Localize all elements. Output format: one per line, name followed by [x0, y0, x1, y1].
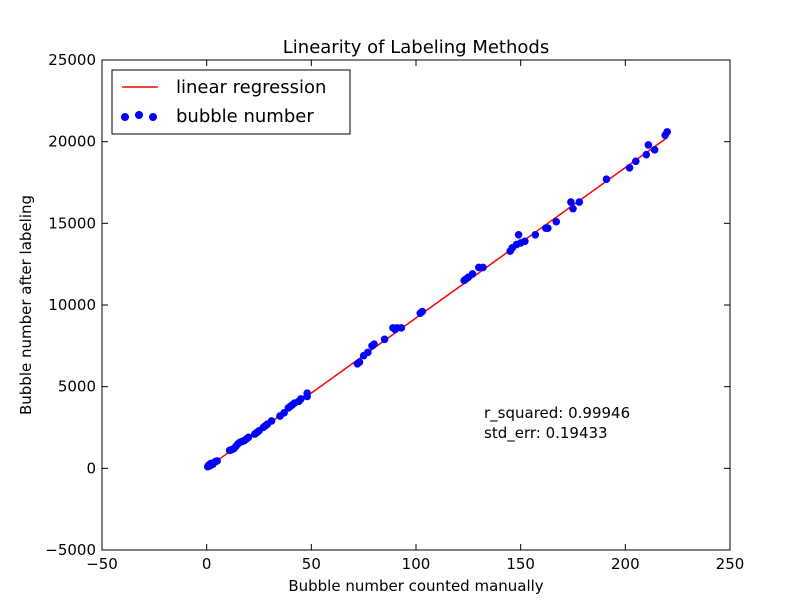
bubble-point	[521, 237, 529, 246]
legend-label-bubble: bubble number	[176, 106, 314, 127]
y-tick-label: −5000	[45, 541, 96, 559]
bubble-point	[567, 198, 575, 206]
bubble-number-points	[203, 128, 671, 471]
x-tick-label: 100	[402, 555, 431, 573]
x-tick-label: 200	[611, 555, 640, 573]
bubble-point	[468, 270, 477, 278]
y-tick-label: 5000	[58, 378, 96, 396]
bubble-point	[479, 263, 487, 272]
bubble-point	[364, 348, 372, 357]
bubble-point	[244, 433, 253, 442]
bubble-point	[267, 417, 276, 425]
x-tick-label: 150	[506, 555, 535, 573]
bubble-point	[213, 457, 221, 465]
bubble-point	[552, 217, 561, 226]
x-tick-label: 250	[716, 555, 745, 573]
bubble-point	[650, 146, 659, 154]
plot-layer	[203, 128, 671, 471]
bubble-point	[355, 358, 364, 366]
legend-marker-bubble-1	[121, 113, 129, 121]
bubble-point	[397, 324, 406, 332]
bubble-point	[531, 230, 540, 239]
y-tick-label: 0	[86, 459, 96, 477]
chart-title: Linearity of Labeling Methods	[283, 37, 549, 58]
x-tick-label: 0	[202, 555, 212, 573]
bubble-point	[642, 150, 651, 159]
bubble-point	[569, 204, 577, 213]
bubble-point	[625, 164, 634, 172]
x-axis: −50 0 50 100 150 200 250	[86, 60, 744, 573]
bubble-point	[370, 340, 378, 349]
y-tick-label: 25000	[48, 51, 96, 69]
y-tick-label: 15000	[48, 214, 96, 232]
y-tick-label: 10000	[48, 296, 96, 314]
bubble-point	[297, 395, 305, 403]
bubble-point	[602, 175, 611, 184]
bubble-point	[514, 230, 523, 239]
legend-marker-bubble-3	[149, 113, 157, 121]
bubble-point	[644, 141, 653, 149]
y-axis: −5000 0 5000 10000 15000 20000 25000	[45, 51, 730, 559]
bubble-point	[632, 157, 640, 166]
bubble-point	[544, 224, 552, 233]
bubble-point	[575, 198, 584, 206]
x-tick-label: −50	[86, 555, 118, 573]
y-tick-label: 20000	[48, 133, 96, 151]
bubble-point	[303, 389, 311, 398]
legend-label-regression: linear regression	[176, 77, 326, 98]
bubble-point	[380, 335, 389, 344]
annotation-r-squared: r_squared: 0.99946	[484, 404, 630, 423]
y-axis-label: Bubble number after labeling	[17, 195, 35, 415]
bubble-point	[663, 128, 671, 136]
legend-marker-bubble-2	[135, 111, 143, 119]
annotation-std-err: std_err: 0.19433	[484, 424, 608, 443]
legend-box	[111, 69, 351, 135]
bubble-point	[418, 307, 427, 316]
legend: linear regression bubble number	[111, 69, 351, 135]
x-tick-label: 50	[302, 555, 321, 573]
x-axis-label: Bubble number counted manually	[288, 577, 543, 595]
